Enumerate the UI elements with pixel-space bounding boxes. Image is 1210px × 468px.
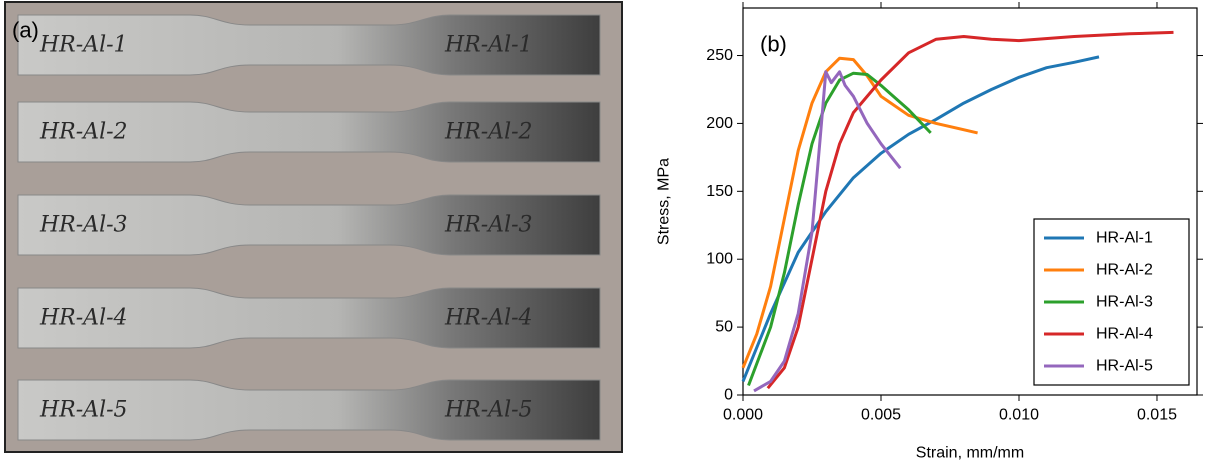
specimen [17, 287, 601, 349]
x-tick-label: 0.010 [999, 407, 1039, 424]
legend-label: HR-Al-4 [1096, 326, 1153, 343]
specimen-label: HR-Al-5 [39, 398, 128, 423]
y-tick-label: 200 [706, 115, 733, 132]
legend-label: HR-Al-5 [1096, 358, 1153, 375]
y-axis-label: Stress, MPa [656, 158, 673, 245]
photo-label: (a) [12, 18, 39, 43]
specimen-label: HR-Al-5 [444, 398, 533, 423]
specimen [17, 194, 601, 256]
specimen-label: HR-Al-1 [39, 33, 128, 58]
y-tick-label: 150 [706, 183, 733, 200]
series-line [753, 70, 902, 393]
series-line [741, 55, 1100, 382]
plot-frame [742, 7, 1198, 396]
specimen-label: HR-Al-3 [444, 213, 533, 238]
specimens: HR-Al-1 HR-Al-1 HR-Al-2 HR-Al-2 HR-Al-3 HR-Al… [17, 14, 601, 441]
specimen-label: HR-Al-2 [39, 120, 128, 145]
specimen-label: HR-Al-1 [444, 33, 533, 58]
y-tick-label: 250 [706, 47, 733, 64]
x-tick-label: 0.015 [1137, 407, 1177, 424]
x-tick-label: 0.000 [723, 407, 763, 424]
specimen [17, 379, 601, 441]
series-line [766, 30, 1174, 390]
panel-label: (b) [760, 32, 787, 57]
y-tick-label: 0 [724, 387, 733, 404]
x-tick-label: 0.005 [861, 407, 901, 424]
legend-label: HR-Al-1 [1096, 230, 1153, 247]
legend-label: HR-Al-2 [1096, 262, 1153, 279]
legend-label: HR-Al-3 [1096, 294, 1153, 311]
specimen [17, 101, 601, 163]
specimen-label: HR-Al-4 [444, 306, 533, 331]
y-tick-label: 100 [706, 251, 733, 268]
x-axis-label: Strain, mm/mm [916, 445, 1024, 462]
specimen-label: HR-Al-4 [39, 306, 128, 331]
specimen [17, 14, 601, 76]
specimen-label: HR-Al-3 [39, 213, 128, 238]
y-tick-label: 50 [715, 319, 733, 336]
specimen-label: HR-Al-2 [444, 120, 533, 145]
series-line [741, 56, 978, 369]
series-line [747, 71, 932, 387]
